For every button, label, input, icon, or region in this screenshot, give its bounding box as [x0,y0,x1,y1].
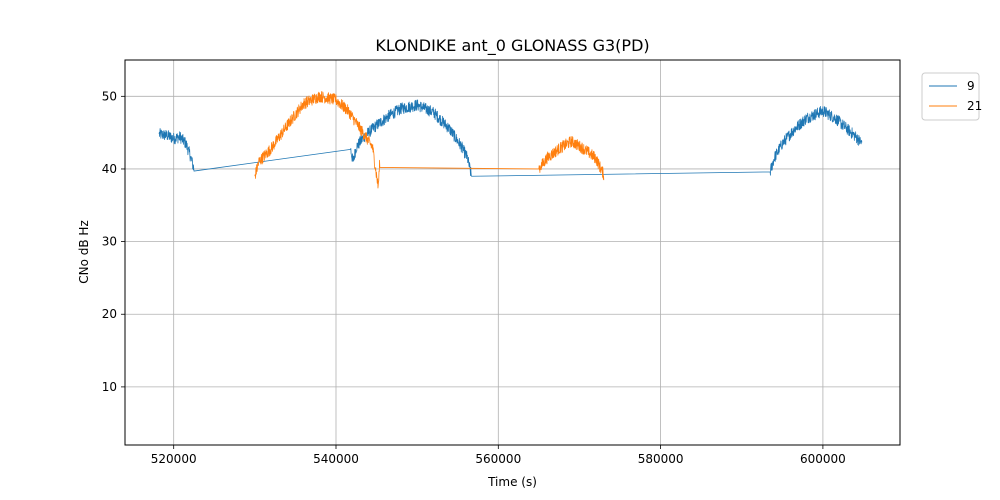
x-tick-label: 520000 [151,452,197,466]
legend-box [921,72,980,121]
series-line-9 [158,99,863,177]
x-tick-label: 600000 [800,452,846,466]
legend-label-9: 9 [967,79,975,93]
plot-frame [124,59,901,446]
y-tick-label: 10 [102,380,117,394]
y-tick-label: 20 [102,307,117,321]
x-tick-label: 580000 [638,452,684,466]
x-axis-label: Time (s) [487,475,537,489]
y-axis: 10 20 30 40 50 [102,89,125,394]
chart-title: KLONDIKE ant_0 GLONASS G3(PD) [375,36,649,56]
y-tick-label: 30 [102,235,117,249]
legend-label-21: 21 [967,99,982,113]
x-axis: 520000 540000 560000 580000 600000 [151,445,846,466]
y-tick-label: 40 [102,162,117,176]
y-tick-label: 50 [102,89,117,103]
plot-area [158,91,863,189]
y-axis-label: CNo dB Hz [77,220,91,284]
series-line-21 [254,91,605,189]
x-tick-label: 540000 [313,452,359,466]
legend: 9 21 [921,72,982,121]
x-tick-label: 560000 [475,452,521,466]
